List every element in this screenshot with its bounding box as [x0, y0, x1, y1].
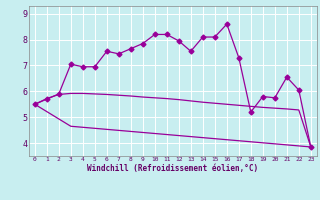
X-axis label: Windchill (Refroidissement éolien,°C): Windchill (Refroidissement éolien,°C) [87, 164, 258, 173]
